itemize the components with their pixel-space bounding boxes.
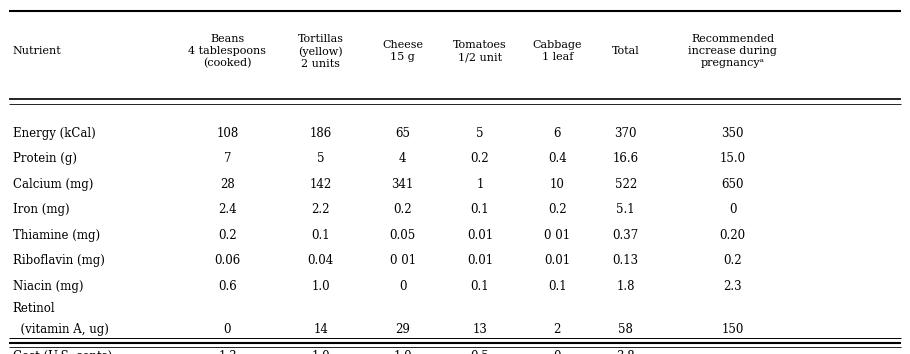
Text: 2.4: 2.4 [218,203,237,216]
Text: Cheese
15 g: Cheese 15 g [382,40,423,62]
Text: 0.37: 0.37 [612,229,639,241]
Text: 0.13: 0.13 [612,254,639,267]
Text: Nutrient: Nutrient [13,46,62,56]
Text: 150: 150 [722,323,743,336]
Text: 0.01: 0.01 [544,254,571,267]
Text: 29: 29 [395,323,410,336]
Text: 10: 10 [550,178,565,190]
Text: 1.8: 1.8 [616,280,635,292]
Text: Calcium (mg): Calcium (mg) [13,178,93,190]
Text: 522: 522 [614,178,637,190]
Text: 341: 341 [391,178,414,190]
Text: 0.5: 0.5 [470,350,490,354]
Text: 0 01: 0 01 [544,229,571,241]
Text: Tomatoes
1/2 unit: Tomatoes 1/2 unit [453,40,507,62]
Text: 6: 6 [553,127,561,139]
Text: 16.6: 16.6 [612,152,639,165]
Text: 142: 142 [309,178,332,190]
Text: 0.1: 0.1 [470,280,490,292]
Text: 108: 108 [217,127,238,139]
Text: 14: 14 [313,323,329,336]
Text: 0.05: 0.05 [389,229,416,241]
Text: 0.1: 0.1 [470,203,490,216]
Text: 0.2: 0.2 [548,203,567,216]
Text: Recommended
increase during
pregnancyᵃ: Recommended increase during pregnancyᵃ [688,34,777,68]
Text: Tortillas
(yellow)
2 units: Tortillas (yellow) 2 units [298,34,344,69]
Text: 350: 350 [722,127,743,139]
Text: –: – [730,350,735,354]
Text: 2.2: 2.2 [311,203,330,216]
Text: 58: 58 [618,323,633,336]
Text: 4: 4 [399,152,407,165]
Text: 0.04: 0.04 [308,254,334,267]
Text: Beans
4 tablespoons
(cooked): Beans 4 tablespoons (cooked) [188,34,267,69]
Text: (vitamin A, ug): (vitamin A, ug) [13,323,108,336]
Text: 0.1: 0.1 [548,280,567,292]
Text: 0.2: 0.2 [393,203,412,216]
Text: 1.3: 1.3 [218,350,237,354]
Text: 370: 370 [614,127,637,139]
Text: 2: 2 [553,323,561,336]
Text: 0.1: 0.1 [311,229,330,241]
Text: 7: 7 [224,152,231,165]
Text: 15.0: 15.0 [720,152,745,165]
Text: Protein (g): Protein (g) [13,152,76,165]
Text: Niacin (mg): Niacin (mg) [13,280,83,292]
Text: Total: Total [612,46,640,56]
Text: 0.6: 0.6 [218,280,237,292]
Text: 0.2: 0.2 [218,229,237,241]
Text: 0.06: 0.06 [215,254,240,267]
Text: 0 01: 0 01 [389,254,416,267]
Text: 1: 1 [476,178,484,190]
Text: 5: 5 [476,127,484,139]
Text: 3.8: 3.8 [616,350,635,354]
Text: 1.0: 1.0 [311,280,330,292]
Text: 5.1: 5.1 [616,203,635,216]
Text: 2.3: 2.3 [723,280,742,292]
Text: 65: 65 [395,127,410,139]
Text: 0.01: 0.01 [467,254,493,267]
Text: 0: 0 [399,280,407,292]
Text: 1.0: 1.0 [311,350,330,354]
Text: 186: 186 [309,127,332,139]
Text: 0.01: 0.01 [467,229,493,241]
Text: 0: 0 [224,323,231,336]
Text: 0.2: 0.2 [723,254,742,267]
Text: 13: 13 [472,323,488,336]
Text: 650: 650 [722,178,743,190]
Text: 0.4: 0.4 [548,152,567,165]
Text: Iron (mg): Iron (mg) [13,203,69,216]
Text: Riboflavin (mg): Riboflavin (mg) [13,254,105,267]
Text: 5: 5 [317,152,325,165]
Text: Energy (kCal): Energy (kCal) [13,127,96,139]
Text: 0: 0 [729,203,736,216]
Text: 28: 28 [220,178,235,190]
Text: 0.20: 0.20 [720,229,745,241]
Text: Retinol: Retinol [13,302,56,315]
Text: 0.2: 0.2 [470,152,490,165]
Text: 1.0: 1.0 [393,350,412,354]
Text: Cabbage
1 leaf: Cabbage 1 leaf [532,40,582,62]
Text: Thiamine (mg): Thiamine (mg) [13,229,100,241]
Text: Cost (U.S. cents): Cost (U.S. cents) [13,350,112,354]
Text: 0: 0 [553,350,561,354]
